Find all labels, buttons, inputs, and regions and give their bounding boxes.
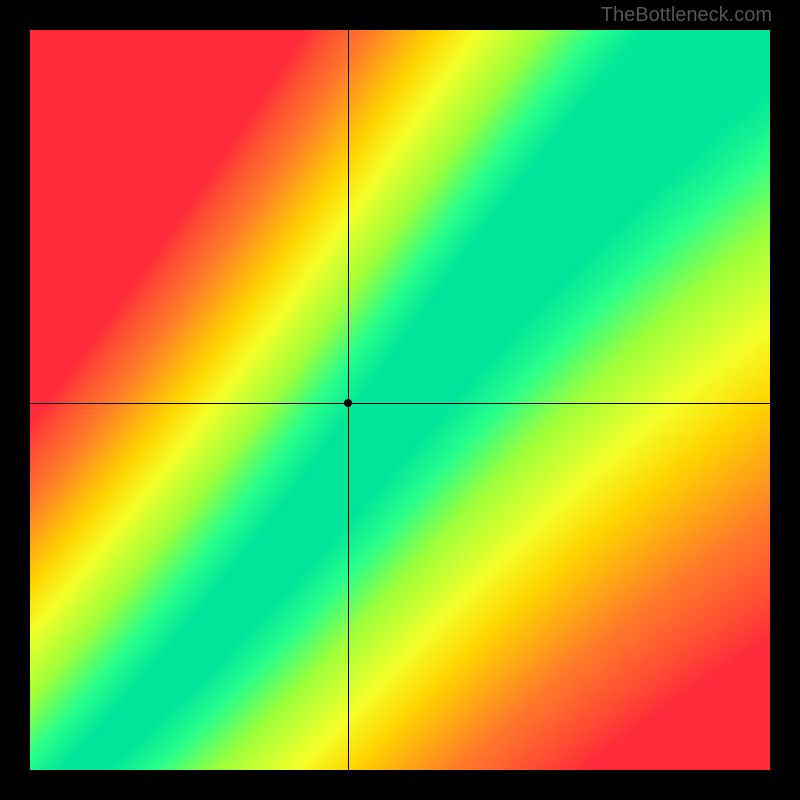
watermark-text: TheBottleneck.com (601, 4, 772, 27)
bottleneck-heatmap (30, 30, 770, 770)
chart-container: TheBottleneck.com (0, 0, 800, 800)
crosshair-horizontal (30, 403, 770, 404)
selection-marker-dot (344, 399, 352, 407)
heatmap-plot-area (30, 30, 770, 770)
